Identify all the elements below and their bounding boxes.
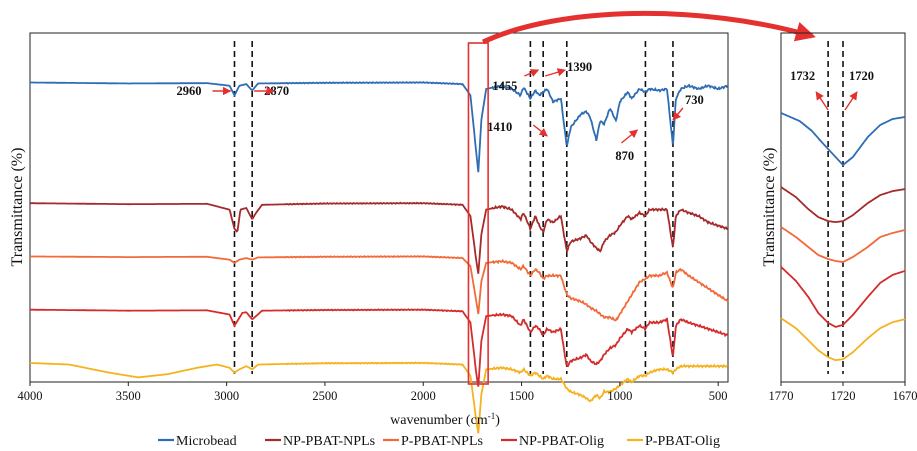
main-x-ticks: 4000 3500 3000 2500 2000 1500 1000 500 — [18, 382, 728, 403]
inset-series-p-pbat-npls — [780, 226, 906, 263]
x-axis-label: wavenumber (cm-1) — [390, 411, 500, 428]
inset-annotation-1720: 1720 — [849, 69, 874, 83]
main-series-group — [29, 81, 729, 434]
x-tick-label-1000: 1000 — [607, 389, 632, 403]
x-tick-label-3000: 3000 — [214, 389, 239, 403]
x-tick-label-2000: 2000 — [411, 389, 436, 403]
main-series-np-pbat-olig — [30, 308, 729, 387]
annotation-arrow-1410 — [532, 124, 548, 137]
highlight-box — [467, 42, 489, 385]
main-plot-frame — [29, 32, 729, 383]
annotation-2960: 2960 — [176, 84, 201, 98]
legend-label-np-pbat-npls: NP-PBAT-NPLs — [283, 434, 375, 449]
inset-series-np-pbat-npls — [780, 186, 906, 224]
legend-label-np-pbat-olig: NP-PBAT-Olig — [519, 434, 604, 449]
annotation-arrow-870 — [620, 129, 639, 144]
x-tick-label-1500: 1500 — [509, 389, 534, 403]
main-series-p-pbat-olig — [29, 361, 729, 434]
inset-x-tick-label-1720: 1720 — [831, 389, 856, 403]
inset-series-p-pbat-olig — [780, 317, 906, 362]
legend-label-p-pbat-npls: P-PBAT-NPLs — [401, 434, 483, 449]
legend-label-p-pbat-olig: P-PBAT-Olig — [645, 434, 720, 449]
zoom-arrow — [481, 10, 816, 45]
inset-annotation-arrow-1732 — [815, 91, 829, 111]
annotation-1455: 1455 — [492, 79, 517, 93]
main-series-p-pbat-npls — [29, 254, 729, 322]
legend: Microbead NP-PBAT-NPLs P-PBAT-NPLs NP-PBAT-… — [158, 434, 720, 449]
legend-label-microbead: Microbead — [176, 434, 237, 449]
annotation-arrow-1455 — [524, 69, 540, 77]
inset-y-axis-label: Transmittance (%) — [761, 148, 778, 267]
x-tick-label-3500: 3500 — [116, 389, 141, 403]
annotation-arrow-1390 — [544, 68, 566, 77]
annotation-arrow-730 — [672, 107, 684, 121]
inset-x-ticks: 1770 1720 1670 — [769, 382, 917, 403]
x-tick-label-500: 500 — [709, 389, 728, 403]
main-series-microbead — [30, 81, 729, 173]
inset-x-tick-label-1770: 1770 — [769, 389, 794, 403]
annotation-1410: 1410 — [487, 120, 512, 134]
annotation-1390: 1390 — [567, 60, 592, 74]
x-tick-label-4000: 4000 — [18, 389, 43, 403]
inset-series-group — [780, 112, 906, 362]
inset-series-microbead — [780, 112, 906, 167]
x-tick-label-2500: 2500 — [312, 389, 337, 403]
inset-reference-lines — [827, 41, 844, 374]
main-series-np-pbat-npls — [30, 201, 728, 274]
inset-series-np-pbat-olig — [780, 266, 906, 328]
main-y-axis-label: Transmittance (%) — [9, 148, 26, 267]
main-reference-lines — [233, 41, 674, 374]
inset-annotations: 1732 1720 — [790, 69, 874, 111]
inset-annotation-1732: 1732 — [790, 69, 815, 83]
inset-annotation-arrow-1720 — [844, 91, 858, 111]
inset-x-tick-label-1670: 1670 — [893, 389, 917, 403]
annotation-730: 730 — [685, 93, 704, 107]
annotation-870: 870 — [615, 149, 634, 163]
